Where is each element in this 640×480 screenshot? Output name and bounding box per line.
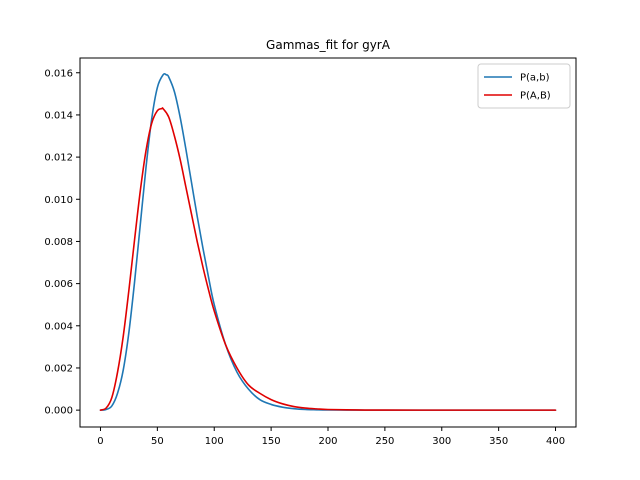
y-tick-label: 0.014 — [44, 110, 73, 121]
y-tick-label: 0.012 — [44, 153, 73, 164]
chart-title: Gammas_fit for gyrA — [266, 38, 391, 52]
series-line-1 — [99, 73, 557, 411]
x-axis: 0 50 100 150 200 250 300 350 400 — [97, 427, 565, 447]
x-tick-label: 250 — [375, 436, 394, 447]
legend-label: P(a,b) — [520, 73, 550, 84]
y-tick-label: 0.008 — [44, 237, 73, 248]
x-tick-label: 50 — [151, 436, 164, 447]
axes-frame — [79, 57, 577, 428]
x-tick-label: 350 — [489, 436, 508, 447]
y-tick-label: 0.016 — [44, 68, 73, 79]
x-tick-label: 100 — [205, 436, 224, 447]
legend-label: P(A,B) — [520, 91, 551, 102]
legend-box — [477, 63, 571, 109]
y-tick-label: 0.010 — [44, 195, 73, 206]
x-tick-label: 150 — [262, 436, 281, 447]
y-tick-label: 0.002 — [44, 363, 73, 374]
x-tick-label: 300 — [432, 436, 451, 447]
x-tick-label: 0 — [97, 436, 103, 447]
y-tick-label: 0.006 — [44, 279, 73, 290]
x-tick-label: 400 — [546, 436, 565, 447]
plot-lines — [99, 73, 557, 411]
x-tick-label: 200 — [318, 436, 337, 447]
y-tick-label: 0.000 — [44, 406, 73, 417]
y-tick-label: 0.004 — [44, 321, 73, 332]
series-line-2 — [99, 107, 557, 411]
legend: P(a,b) P(A,B) — [477, 63, 571, 109]
y-axis: 0.000 0.002 0.004 0.006 0.008 0.010 0.012 0.014… — [44, 68, 80, 417]
